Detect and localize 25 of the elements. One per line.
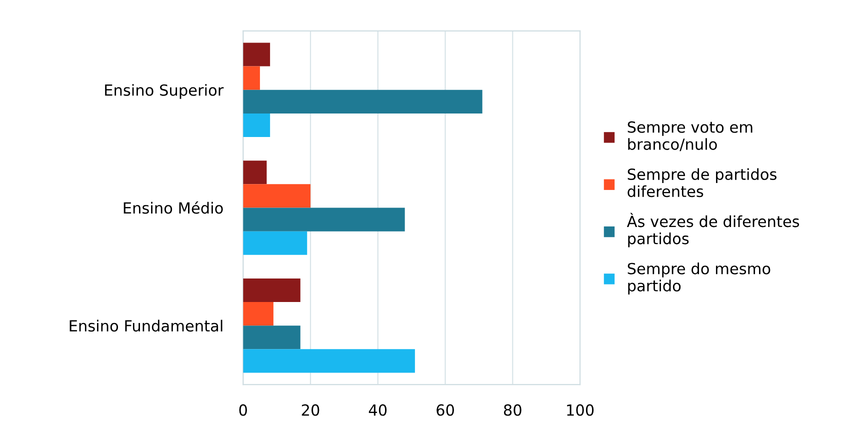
bar	[243, 326, 300, 350]
bar	[243, 160, 267, 184]
legend-label: Sempre do mesmo partido	[628, 262, 770, 294]
x-tick-label: 40	[368, 404, 387, 416]
y-tick-label: Ensino Fundamental	[70, 320, 222, 332]
bar	[243, 302, 274, 326]
bar	[243, 208, 405, 232]
legend-label: Sempre de partidos diferentes	[628, 168, 776, 198]
bar	[243, 90, 482, 114]
bar	[243, 184, 310, 208]
x-tick-label: 20	[302, 404, 320, 416]
bar	[243, 66, 260, 90]
x-tick-label: 100	[567, 404, 594, 416]
y-tick-label: Ensino Médio	[124, 201, 223, 214]
x-tick-label: 80	[504, 404, 522, 416]
legend-label: Às vezes de diferentes partidos	[626, 212, 800, 248]
x-tick-label: 0	[239, 404, 247, 416]
bar	[243, 42, 270, 66]
bar	[243, 231, 308, 255]
legend-label: Sempre voto em branco/nulo	[628, 121, 752, 152]
bar	[243, 278, 300, 302]
bar	[243, 349, 415, 373]
y-tick-label: Ensino Superior	[105, 84, 224, 99]
bar	[243, 113, 270, 138]
x-tick-label: 60	[436, 404, 454, 416]
